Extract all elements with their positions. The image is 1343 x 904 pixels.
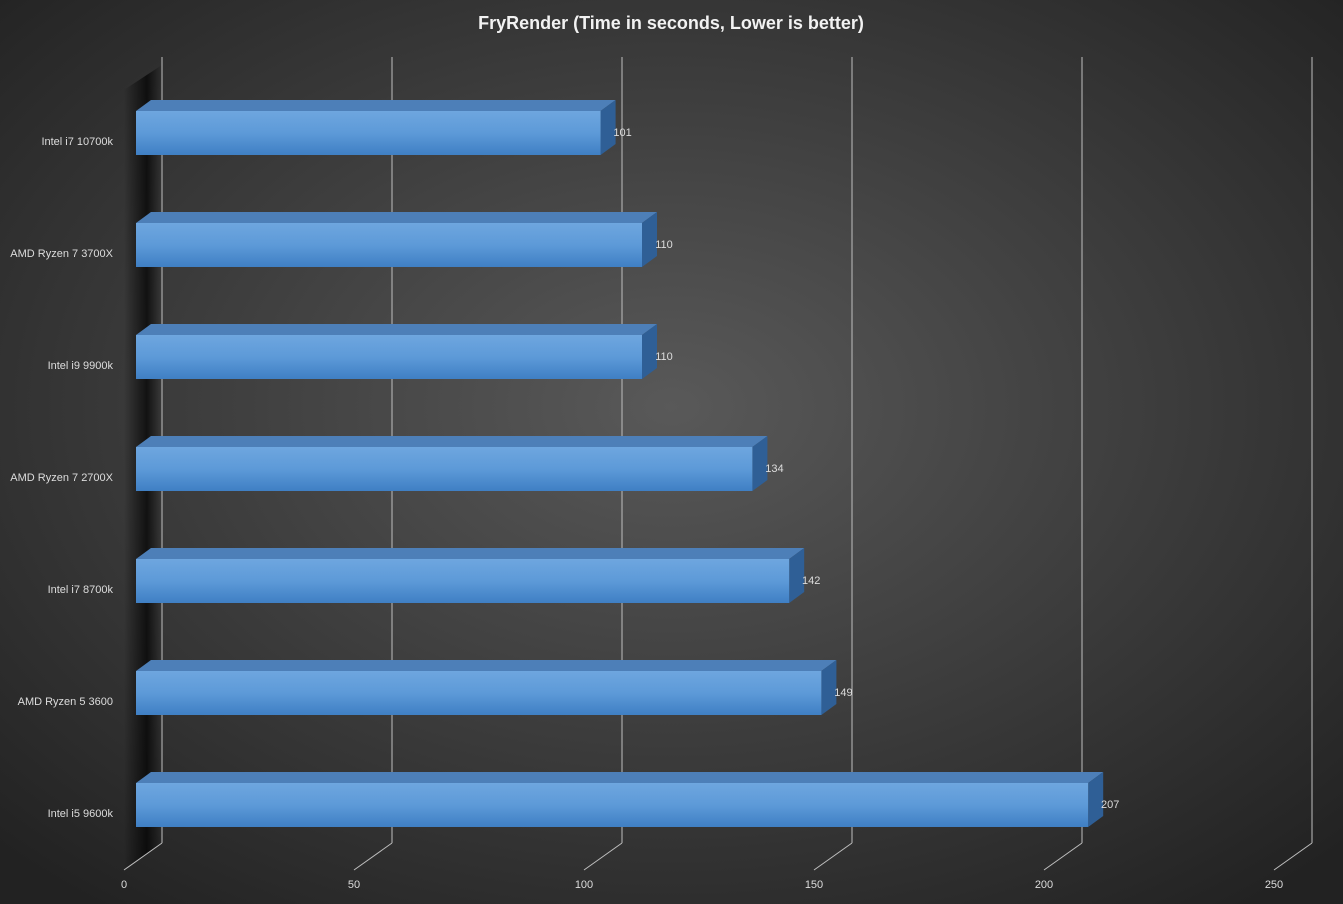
y-tick-label: AMD Ryzen 5 3600 bbox=[18, 696, 113, 708]
bar-side bbox=[642, 212, 657, 267]
bar bbox=[136, 559, 790, 603]
value-label: 142 bbox=[802, 575, 820, 587]
y-tick-label: Intel i5 9600k bbox=[48, 808, 114, 820]
value-label: 134 bbox=[765, 463, 783, 475]
value-label: 110 bbox=[655, 351, 673, 363]
bar-side bbox=[752, 436, 768, 491]
y-tick-label: Intel i7 8700k bbox=[48, 584, 114, 596]
bar-side bbox=[821, 660, 837, 715]
y-tick-label: AMD Ryzen 7 3700X bbox=[10, 248, 113, 260]
bar-top bbox=[136, 324, 657, 335]
bar-side bbox=[1088, 772, 1104, 827]
floor-line bbox=[583, 842, 623, 871]
x-tick-label: 0 bbox=[121, 879, 127, 891]
bar bbox=[136, 111, 601, 155]
bar-side bbox=[600, 100, 616, 155]
floor-line bbox=[1273, 842, 1313, 871]
bar bbox=[136, 671, 822, 715]
bar-top bbox=[136, 436, 768, 447]
x-tick-label: 100 bbox=[575, 879, 593, 891]
bar-top bbox=[136, 212, 657, 223]
chart-title: FryRender (Time in seconds, Lower is bet… bbox=[478, 13, 864, 33]
bar-side bbox=[642, 324, 657, 379]
floor-line bbox=[813, 842, 853, 871]
bar-top bbox=[136, 660, 837, 671]
bar bbox=[136, 783, 1089, 827]
bar bbox=[136, 335, 642, 379]
x-tick-label: 200 bbox=[1035, 879, 1053, 891]
value-label: 207 bbox=[1101, 799, 1119, 811]
bar bbox=[136, 447, 753, 491]
bar bbox=[136, 223, 642, 267]
bar-side bbox=[789, 548, 805, 603]
bar-top bbox=[136, 100, 616, 111]
floor-line bbox=[1043, 842, 1083, 871]
y-tick-label: Intel i7 10700k bbox=[41, 136, 113, 148]
y-tick-label: AMD Ryzen 7 2700X bbox=[10, 472, 113, 484]
x-tick-label: 150 bbox=[805, 879, 823, 891]
value-label: 110 bbox=[655, 239, 673, 251]
value-label: 101 bbox=[613, 127, 631, 139]
floor-line bbox=[123, 842, 163, 871]
bar-top bbox=[136, 772, 1104, 783]
x-tick-label: 50 bbox=[348, 879, 360, 891]
bar-top bbox=[136, 548, 805, 559]
y-tick-label: Intel i9 9900k bbox=[48, 360, 114, 372]
value-label: 149 bbox=[834, 687, 852, 699]
x-tick-label: 250 bbox=[1265, 879, 1283, 891]
floor-line bbox=[353, 842, 393, 871]
